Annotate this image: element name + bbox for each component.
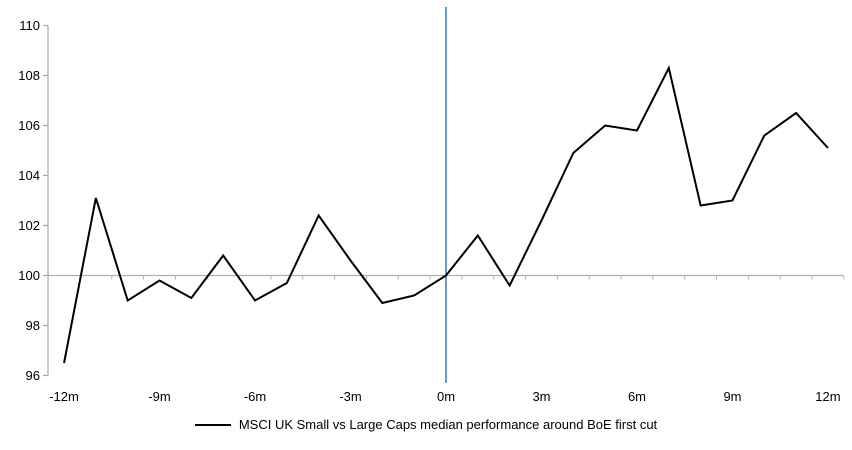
legend-line-sample — [194, 423, 231, 426]
x-tick-label: 12m — [815, 389, 840, 404]
x-tick-label: 9m — [723, 389, 741, 404]
y-tick-label: 106 — [18, 118, 40, 133]
y-tick-label: 108 — [18, 68, 40, 83]
y-tick-label: 100 — [18, 268, 40, 283]
x-tick-label: 6m — [628, 389, 646, 404]
y-axis: 96 98 100 102 104 106 108 110 — [18, 18, 49, 383]
x-axis-labels: -12m -9m -6m -3m 0m 3m 6m 9m 12m — [49, 389, 840, 404]
y-tick-label: 110 — [19, 18, 40, 33]
series-line — [63, 65, 829, 364]
y-tick-label: 98 — [26, 318, 40, 333]
x-tick-label: 3m — [532, 389, 550, 404]
chart-legend: MSCI UK Small vs Large Caps median perfo… — [0, 417, 852, 432]
y-tick-label: 104 — [18, 168, 40, 183]
x-tick-label: -6m — [244, 389, 266, 404]
x-tick-label: -12m — [49, 389, 79, 404]
x-tick-label: -3m — [339, 389, 361, 404]
x-tick-label: -9m — [148, 389, 170, 404]
y-tick-label: 102 — [18, 218, 40, 233]
legend-label: MSCI UK Small vs Large Caps median perfo… — [238, 417, 658, 432]
y-tick-label: 96 — [26, 368, 40, 383]
x-tick-label: 0m — [437, 389, 455, 404]
